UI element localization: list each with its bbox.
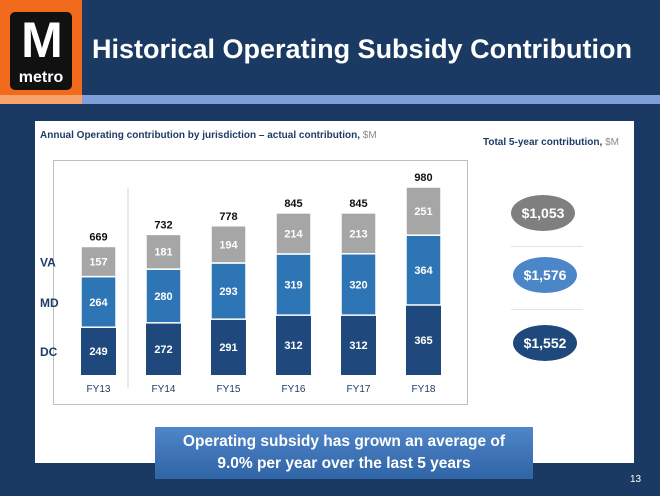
totals-title-unit: $M xyxy=(605,137,619,148)
divider xyxy=(511,246,583,247)
series-label-dc: DC xyxy=(40,345,58,359)
bar-va-fy16 xyxy=(275,212,312,255)
logo-accent-strip xyxy=(0,95,82,104)
bar-dc-fy14 xyxy=(146,322,181,375)
bar-va-fy13 xyxy=(80,245,117,278)
total-label: 980 xyxy=(414,172,432,184)
bar-md-fy15 xyxy=(210,262,247,320)
callout-line-2: 9.0% per year over the last 5 years xyxy=(217,455,471,472)
total-va-oval: $1,053 xyxy=(511,195,575,231)
value-label: 293 xyxy=(219,286,237,298)
total-label: 669 xyxy=(89,231,107,243)
title-accent-strip xyxy=(82,95,660,104)
value-label: 214 xyxy=(284,228,303,240)
value-label: 194 xyxy=(219,239,238,251)
bar-md-fy18 xyxy=(405,234,442,306)
totals-title-text: Total 5-year contribution, xyxy=(483,137,603,148)
totals-title: Total 5-year contribution, $M xyxy=(483,137,619,148)
value-label: 272 xyxy=(154,344,172,356)
bar-dc-fy18 xyxy=(406,304,441,375)
value-label: 291 xyxy=(219,342,237,354)
bar-va-fy14 xyxy=(145,233,182,270)
value-label: 181 xyxy=(154,247,172,259)
bar-md-fy17 xyxy=(340,253,377,316)
bar-dc-fy13 xyxy=(81,327,116,375)
divider xyxy=(511,309,583,310)
bar-va-fy18 xyxy=(405,186,442,236)
value-label: 249 xyxy=(89,346,107,358)
chart-frame xyxy=(53,160,468,405)
value-label: 312 xyxy=(349,340,367,352)
chart-title: Annual Operating contribution by jurisdi… xyxy=(40,130,377,141)
bar-md-fy13 xyxy=(80,275,117,328)
chart-title-unit: $M xyxy=(362,130,377,141)
category-label: FY13 xyxy=(87,384,111,395)
total-label: 845 xyxy=(349,198,367,210)
callout-line-1: Operating subsidy has grown an average o… xyxy=(182,433,506,450)
series-label-md: MD xyxy=(40,296,59,310)
category-label: FY15 xyxy=(217,384,241,395)
bar-dc-fy17 xyxy=(341,315,376,375)
bar-dc-fy16 xyxy=(276,315,311,375)
value-label: 312 xyxy=(284,340,302,352)
value-label: 365 xyxy=(414,335,432,347)
total-dc-oval: $1,552 xyxy=(513,325,577,361)
category-label: FY16 xyxy=(282,384,306,395)
total-label: 845 xyxy=(284,198,302,210)
total-label: 732 xyxy=(154,219,172,231)
chart-title-text: Annual Operating contribution by jurisdi… xyxy=(40,130,361,141)
category-label: FY17 xyxy=(347,384,371,395)
summary-callout: Operating subsidy has grown an average o… xyxy=(155,427,533,479)
total-label: 778 xyxy=(219,211,237,223)
value-label: 364 xyxy=(414,265,433,277)
series-label-va: VA xyxy=(40,256,56,270)
value-label: 157 xyxy=(89,257,107,269)
category-label: FY14 xyxy=(152,384,176,395)
page-title: Historical Operating Subsidy Contributio… xyxy=(92,34,633,64)
value-label: 319 xyxy=(284,280,302,292)
bar-dc-fy15 xyxy=(211,319,246,375)
bar-va-fy17 xyxy=(340,212,377,255)
value-label: 213 xyxy=(349,228,367,240)
value-label: 264 xyxy=(89,297,108,309)
total-md-oval: $1,576 xyxy=(513,257,577,293)
bar-md-fy16 xyxy=(275,253,312,316)
bar-va-fy15 xyxy=(210,225,247,264)
value-label: 280 xyxy=(154,291,172,303)
value-label: 251 xyxy=(414,206,432,218)
bar-md-fy14 xyxy=(145,268,182,324)
category-label: FY18 xyxy=(412,384,436,395)
value-label: 320 xyxy=(349,279,367,291)
page-number: 13 xyxy=(630,474,642,485)
